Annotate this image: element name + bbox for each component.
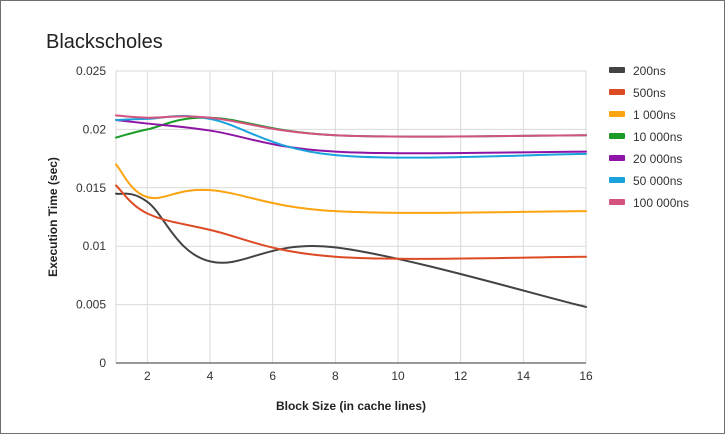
legend-label: 200ns: [633, 64, 666, 78]
x-tick-label: 6: [269, 369, 276, 383]
legend-item-100000ns: 100 000ns: [609, 196, 689, 210]
legend-label: 100 000ns: [633, 196, 689, 210]
legend-item-500ns: 500ns: [609, 86, 666, 100]
y-tick-label: 0.005: [76, 298, 106, 312]
y-tick-labels: 0 0.005 0.01 0.015 0.02 0.025: [76, 64, 106, 370]
x-tick-label: 10: [391, 369, 405, 383]
legend-item-1000ns: 1 000ns: [609, 108, 676, 122]
legend-swatch: [609, 111, 625, 117]
legend-item-20000ns: 20 000ns: [609, 152, 682, 166]
gridlines: [115, 70, 587, 364]
legend: 200ns 500ns 1 000ns 10 000ns 20 000ns 50 000n…: [609, 64, 689, 210]
legend-label: 10 000ns: [633, 130, 682, 144]
y-tick-label: 0.01: [83, 239, 107, 253]
y-tick-label: 0.025: [76, 64, 106, 78]
x-tick-label: 8: [332, 369, 339, 383]
legend-swatch: [609, 177, 625, 183]
x-tick-labels: 2 4 6 8 10 12 14 16: [144, 369, 593, 383]
y-tick-label: 0.015: [76, 181, 106, 195]
x-tick-label: 14: [517, 369, 531, 383]
x-tick-label: 4: [207, 369, 214, 383]
y-tick-label: 0.02: [83, 122, 107, 136]
legend-swatch: [609, 67, 625, 73]
legend-swatch: [609, 199, 625, 205]
legend-swatch: [609, 133, 625, 139]
series-line-200ns: [115, 192, 587, 308]
x-tick-label: 12: [454, 369, 468, 383]
legend-label: 50 000ns: [633, 174, 682, 188]
series-lines: [115, 114, 587, 308]
series-line-50000ns: [115, 114, 587, 159]
series-line-500ns: [115, 184, 587, 260]
x-axis-label: Block Size (in cache lines): [276, 399, 426, 413]
legend-swatch: [609, 155, 625, 161]
x-tick-label: 2: [144, 369, 151, 383]
legend-item-10000ns: 10 000ns: [609, 130, 682, 144]
y-axis-label: Execution Time (sec): [46, 157, 60, 277]
chart-title: Blackscholes: [46, 31, 163, 53]
x-tick-label: 16: [579, 369, 593, 383]
legend-label: 20 000ns: [633, 152, 682, 166]
legend-item-50000ns: 50 000ns: [609, 174, 682, 188]
legend-item-200ns: 200ns: [609, 64, 666, 78]
legend-label: 500ns: [633, 86, 666, 100]
y-tick-label: 0: [99, 356, 106, 370]
series-line-100000ns: [115, 114, 587, 138]
legend-label: 1 000ns: [633, 108, 676, 122]
legend-swatch: [609, 89, 625, 95]
series-line-1000ns: [115, 163, 587, 214]
series-line-20000ns: [115, 119, 587, 155]
